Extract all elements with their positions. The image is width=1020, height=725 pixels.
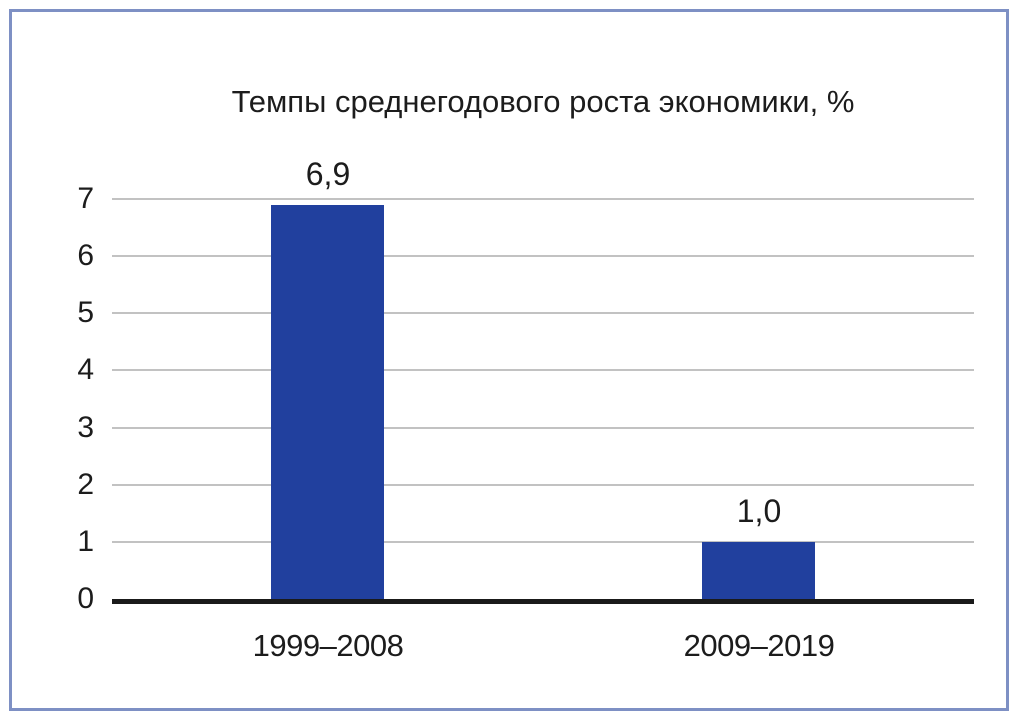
x-axis-line [112, 599, 974, 604]
gridline [112, 312, 974, 315]
y-axis-tick-label: 6 [77, 239, 94, 273]
bar-value-label: 1,0 [736, 493, 782, 529]
gridline [112, 483, 974, 486]
y-axis-tick-label: 2 [77, 467, 94, 501]
gridline [112, 255, 974, 258]
bar [271, 205, 384, 599]
y-axis-tick-label: 5 [77, 296, 94, 330]
gridline [112, 540, 974, 543]
bar-value-label: 6,9 [305, 156, 351, 192]
y-axis-tick-label: 4 [77, 353, 94, 387]
gridline [112, 198, 974, 200]
gridline [112, 369, 974, 372]
figure-border: Темпы среднегодового роста экономики, % … [9, 9, 1009, 711]
chart-title: Темпы среднегодового роста экономики, % [231, 84, 855, 119]
gridline [112, 426, 974, 429]
y-axis-tick-label: 3 [77, 410, 94, 444]
y-axis-tick-label: 1 [77, 524, 94, 558]
x-axis-category-label: 1999–2008 [252, 628, 404, 663]
y-axis-tick-label: 0 [77, 582, 94, 615]
bar [702, 542, 815, 599]
y-axis-tick-label: 7 [77, 182, 94, 215]
x-axis-category-label: 2009–2019 [683, 628, 835, 663]
